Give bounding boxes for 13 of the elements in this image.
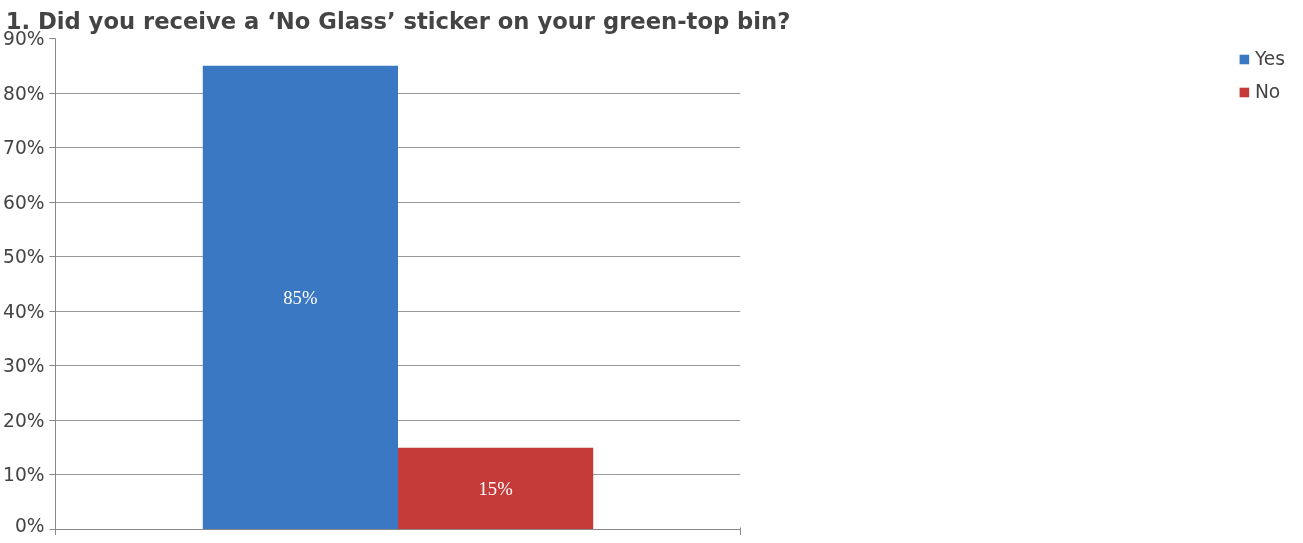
y-tick-label: 80% <box>3 82 45 104</box>
y-tick-label: 0% <box>14 514 45 536</box>
y-tick-label: 50% <box>3 246 45 268</box>
y-tick-label: 20% <box>3 409 45 431</box>
data-label: 15% <box>478 478 513 500</box>
y-tick-label: 10% <box>3 464 45 486</box>
data-label: 85% <box>283 287 318 309</box>
legend-label: No <box>1254 81 1281 102</box>
legend-label: Yes <box>1254 48 1285 69</box>
y-tick-label: 40% <box>3 300 45 322</box>
y-tick-label: 60% <box>3 191 45 213</box>
y-tick-label: 70% <box>3 137 45 159</box>
y-tick-label: 30% <box>3 355 45 377</box>
